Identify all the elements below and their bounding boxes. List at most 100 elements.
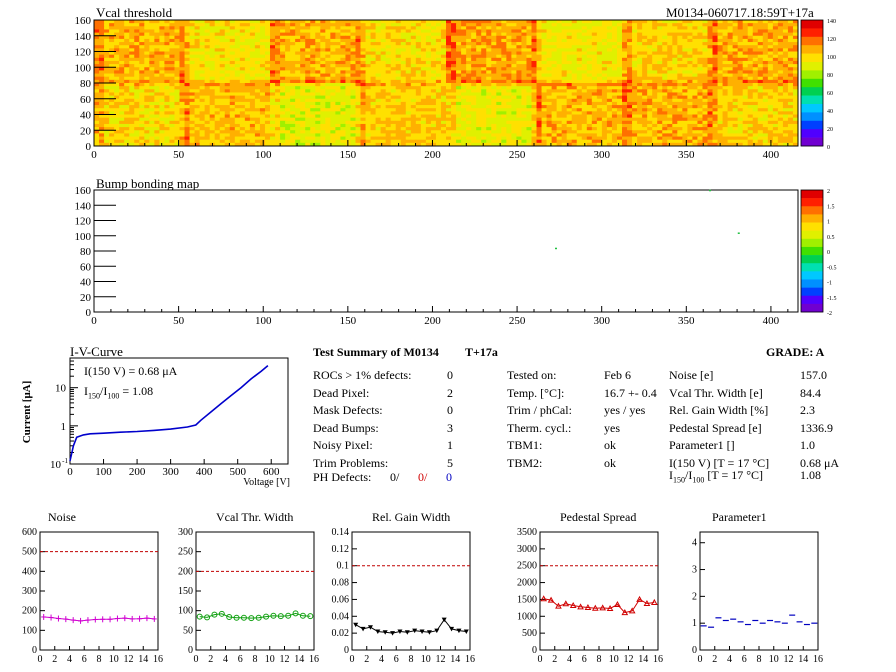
distribution-x-tick: 12 xyxy=(784,654,794,665)
distribution-title: Parameter1 xyxy=(712,510,767,524)
distribution-x-tick: 2 xyxy=(52,654,57,665)
distribution-series-line xyxy=(199,612,311,619)
summary-row: Vcal Thr. Width [e] 84.4 xyxy=(669,385,821,401)
map-x-tick: 150 xyxy=(340,315,357,327)
distribution-point xyxy=(599,604,607,611)
distribution-point xyxy=(390,631,396,636)
bump-defect-point xyxy=(709,189,711,192)
iv-x-tick: 100 xyxy=(95,466,112,478)
map-x-tick: 100 xyxy=(255,315,272,327)
distribution-title: Noise xyxy=(48,510,76,524)
palette-label: 1 xyxy=(827,220,830,226)
summary-row-label: Vcal Thr. Width [e] xyxy=(669,385,763,400)
map-x-tick: 300 xyxy=(593,149,610,161)
distribution-point xyxy=(650,598,658,605)
distribution-x-tick: 8 xyxy=(253,654,258,665)
map-x-tick: 200 xyxy=(424,149,441,161)
distribution-x-tick: 12 xyxy=(436,654,446,665)
distribution-chart-2: Rel. Gain Width 0 0.02 0.04 0.06 0.08 0.1 0.12 0… xyxy=(332,510,476,665)
summary-row: Noise [e] 157.0 xyxy=(669,368,827,383)
distribution-point xyxy=(255,614,262,621)
iv-xlabel: Voltage [V] xyxy=(243,477,290,488)
distribution-x-tick: 16 xyxy=(309,654,319,665)
distribution-x-tick: 6 xyxy=(238,654,243,665)
map-x-tick: 250 xyxy=(509,149,526,161)
iv-ylabel: Current [μA] xyxy=(21,381,33,444)
map-x-tick: 400 xyxy=(763,149,780,161)
distribution-title: Vcal Thr. Width xyxy=(216,510,293,524)
ratio-value: 1.08 xyxy=(800,468,821,482)
map-y-tick: 80 xyxy=(80,246,92,258)
distribution-x-tick: 2 xyxy=(712,654,717,665)
distribution-x-tick: 14 xyxy=(798,654,808,665)
distribution-point xyxy=(441,617,447,623)
palette-label: 140 xyxy=(827,19,836,25)
distribution-x-tick: 8 xyxy=(409,654,414,665)
distribution-y-tick: 3500 xyxy=(517,527,537,538)
distribution-point xyxy=(204,614,211,621)
distribution-x-tick: 12 xyxy=(124,654,134,665)
iv-y-tick: 10 xyxy=(50,459,62,471)
distribution-point xyxy=(233,614,240,621)
distribution-x-tick: 8 xyxy=(97,654,102,665)
distribution-y-tick: 500 xyxy=(522,628,537,639)
iv-y-tick: 1 xyxy=(61,421,67,433)
map-y-tick: 80 xyxy=(80,78,92,90)
distribution-point xyxy=(299,612,306,619)
map-y-tick: 160 xyxy=(75,185,92,197)
summary-row: Parameter1 [] 1.0 xyxy=(669,438,815,453)
distribution-point xyxy=(643,599,651,606)
palette-label: 100 xyxy=(827,55,836,61)
bump-map-title: Bump bonding map xyxy=(96,176,200,191)
summary-row-label: Pedestal Spread [e] xyxy=(669,420,762,435)
palette-label: 120 xyxy=(827,37,836,43)
distribution-point xyxy=(285,612,292,619)
summary-row-value: 5 xyxy=(447,456,453,470)
bump-map-axes: 0 20 40 60 80 100 120 140 160 0 50 100 150 200 250 300 3… xyxy=(75,185,789,327)
summary-row-label: I(150 V) [T = 17 °C] xyxy=(669,456,770,470)
distribution-x-tick: 16 xyxy=(813,654,823,665)
palette-label: 60 xyxy=(827,91,833,97)
summary-row: TBM1: ok xyxy=(507,438,616,453)
distribution-point xyxy=(367,625,373,630)
palette-label: 40 xyxy=(827,109,833,115)
distribution-x-tick: 14 xyxy=(294,654,304,665)
distribution-x-tick: 12 xyxy=(280,654,290,665)
distribution-x-tick: 4 xyxy=(67,654,72,665)
distribution-chart-3: Pedestal Spread 0 500 1000 1500 2000 2500 3000 3… xyxy=(517,510,663,665)
ph-defects-label: PH Defects: xyxy=(313,470,372,484)
map-x-tick: 100 xyxy=(255,149,272,161)
distribution-x-tick: 4 xyxy=(379,654,384,665)
distribution-x-tick: 8 xyxy=(597,654,602,665)
summary-row-value: 0 xyxy=(447,368,453,382)
iv-x-tick: 300 xyxy=(162,466,179,478)
iv-info-ratio: I150/I100 = 1.08 xyxy=(84,384,154,401)
map-x-tick: 0 xyxy=(91,149,97,161)
distribution-x-tick: 0 xyxy=(350,654,355,665)
distribution-point xyxy=(591,604,599,611)
distribution-point xyxy=(353,622,359,628)
palette-label: 0 xyxy=(827,250,830,256)
iv-x-tick: 200 xyxy=(129,466,146,478)
distribution-point xyxy=(218,610,225,617)
distribution-x-tick: 6 xyxy=(582,654,587,665)
summary-row: TBM2: ok xyxy=(507,456,616,471)
summary-row: Rel. Gain Width [%] 2.3 xyxy=(669,403,815,418)
distribution-point xyxy=(555,602,562,609)
distribution-x-tick: 4 xyxy=(223,654,228,665)
ratio-label: I150/I100 [T = 17 °C] xyxy=(669,468,764,485)
distribution-x-tick: 14 xyxy=(138,654,148,665)
distribution-y-tick: 0 xyxy=(532,645,537,656)
summary-row-label: Tested on: xyxy=(507,368,557,382)
distribution-point xyxy=(562,600,570,607)
distribution-point xyxy=(426,630,432,635)
distribution-y-tick: 2000 xyxy=(517,578,537,589)
distribution-y-tick: 50 xyxy=(183,625,193,636)
distribution-x-tick: 10 xyxy=(421,654,431,665)
map-y-tick: 160 xyxy=(75,15,92,27)
distribution-point xyxy=(621,609,629,616)
distribution-y-tick: 100 xyxy=(22,625,37,636)
distribution-y-tick: 0 xyxy=(32,645,37,656)
distribution-x-tick: 0 xyxy=(538,654,543,665)
